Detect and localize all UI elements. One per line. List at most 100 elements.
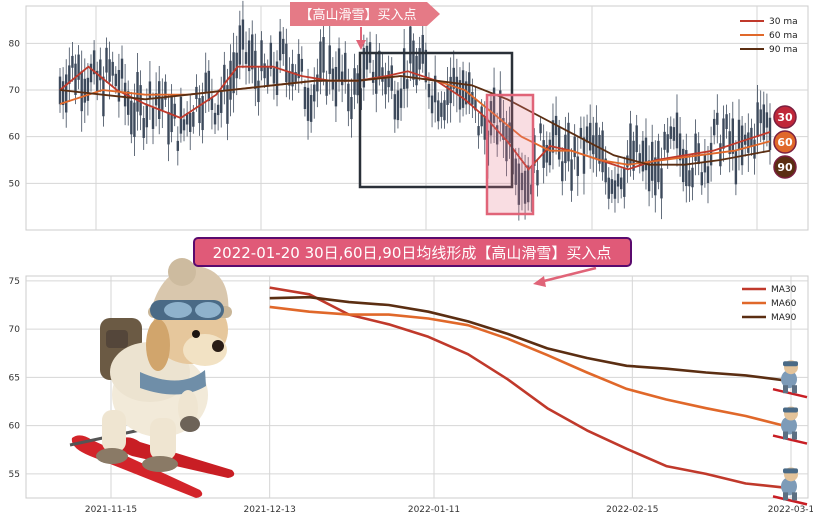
top-y-tick-label: 60 <box>9 133 21 143</box>
top-y-ticks: 50 60 70 80 <box>9 39 21 189</box>
candle-body <box>734 151 738 185</box>
candle-body <box>381 67 384 82</box>
candle-body <box>607 177 610 199</box>
buy-zone-box <box>485 93 535 216</box>
candle-body <box>567 122 570 162</box>
bottom-x-tick-label: 2021-11-15 <box>85 505 137 515</box>
candle-body <box>198 98 201 124</box>
candle-body <box>477 126 480 136</box>
candle-body <box>700 172 703 186</box>
candle-body <box>393 94 397 120</box>
top-y-tick-label: 70 <box>9 86 21 96</box>
candle-body <box>356 73 359 96</box>
candle-body <box>706 166 710 184</box>
candle-body <box>415 55 418 86</box>
skier-icon <box>772 360 808 399</box>
candle-body <box>384 77 387 95</box>
candle-body <box>130 100 133 135</box>
candle-body <box>604 158 607 183</box>
ma-badge-60 <box>773 130 797 154</box>
candle-body <box>77 54 80 80</box>
candle-body <box>722 118 725 149</box>
candle-body <box>641 140 645 172</box>
candle-body <box>133 102 136 137</box>
candle-body <box>251 34 254 70</box>
candle-body <box>288 71 291 86</box>
candle-body <box>443 100 446 121</box>
candle-body <box>588 122 592 151</box>
candle-body <box>719 143 722 167</box>
candle-body <box>120 58 124 79</box>
candle-body <box>213 112 217 125</box>
candle-body <box>514 158 517 185</box>
candle-body <box>325 79 328 96</box>
candle-body <box>433 75 437 103</box>
candle-body <box>275 61 279 95</box>
candle-body <box>61 81 65 106</box>
candle-body <box>337 48 341 81</box>
candle-body <box>610 179 614 194</box>
candle-body <box>350 97 353 120</box>
candle-body <box>390 65 393 91</box>
candle-body <box>204 72 207 94</box>
candle-body <box>576 156 579 176</box>
candle-body <box>694 133 697 162</box>
candle-body <box>440 102 443 117</box>
candle-body <box>598 134 601 164</box>
candle-body <box>148 81 152 100</box>
candle-body <box>272 68 276 84</box>
candle-body <box>105 47 108 73</box>
ma-badge-90 <box>773 155 797 179</box>
candlestick-panel: 50 60 70 80 30 ma 60 ma 90 ma 30 60 90 【高山滑雪】买入… <box>9 0 809 231</box>
candle-body <box>68 65 71 85</box>
candle-body <box>669 126 672 139</box>
candle-body <box>638 153 641 165</box>
bottom-legend-label: MA90 <box>771 313 797 323</box>
candle-body <box>136 72 139 112</box>
candle-body <box>691 167 694 188</box>
candle-body <box>483 115 486 140</box>
candle-body <box>396 90 400 121</box>
candle-body <box>468 72 471 105</box>
top-legend-label: 30 ma <box>769 17 798 27</box>
bottom-x-ticks: 2021-11-15 2021-12-13 2022-01-11 2022-02-15… <box>85 505 813 515</box>
bottom-y-tick-label: 75 <box>9 277 20 287</box>
candle-body <box>430 95 434 114</box>
candle-body <box>762 104 765 140</box>
ma-badge-label: 30 <box>777 111 793 124</box>
candle-body <box>170 94 173 133</box>
candle-body <box>192 112 195 127</box>
mid-callout-text: 2022-01-20 30日,60日,90日均线形成【高山滑雪】买入点 <box>213 244 612 262</box>
candle-body <box>505 125 508 162</box>
top-callout-text: 【高山滑雪】买入点 <box>299 7 416 23</box>
candle-body <box>424 49 428 83</box>
skier-icon <box>772 406 808 445</box>
candle-body <box>765 112 769 128</box>
mid-callout-arrow-head <box>533 276 546 287</box>
candle-body <box>347 83 350 112</box>
top-legend: 30 ma 60 ma 90 ma <box>740 17 798 55</box>
candle-body <box>220 91 223 113</box>
candle-body <box>387 70 390 88</box>
candle-body <box>226 85 229 124</box>
ma-badge-30 <box>773 105 797 129</box>
candle-body <box>663 131 666 150</box>
candle-body <box>530 184 533 195</box>
candle-body <box>536 170 539 186</box>
candle-body <box>161 96 164 110</box>
candle-body <box>127 91 130 115</box>
candle-body <box>235 52 238 79</box>
candle-body <box>632 140 635 171</box>
candle-body <box>210 98 214 110</box>
candle-body <box>89 63 93 83</box>
candle-body <box>65 74 68 113</box>
candle-body <box>716 112 719 125</box>
candle-body <box>375 52 378 94</box>
candle-body <box>145 105 149 128</box>
candle-body <box>71 55 74 68</box>
candle-body <box>306 87 310 121</box>
candle-body <box>117 69 121 102</box>
candle-body <box>340 71 344 86</box>
bottom-line-MA30 <box>269 286 792 490</box>
skier-icons <box>772 360 808 506</box>
